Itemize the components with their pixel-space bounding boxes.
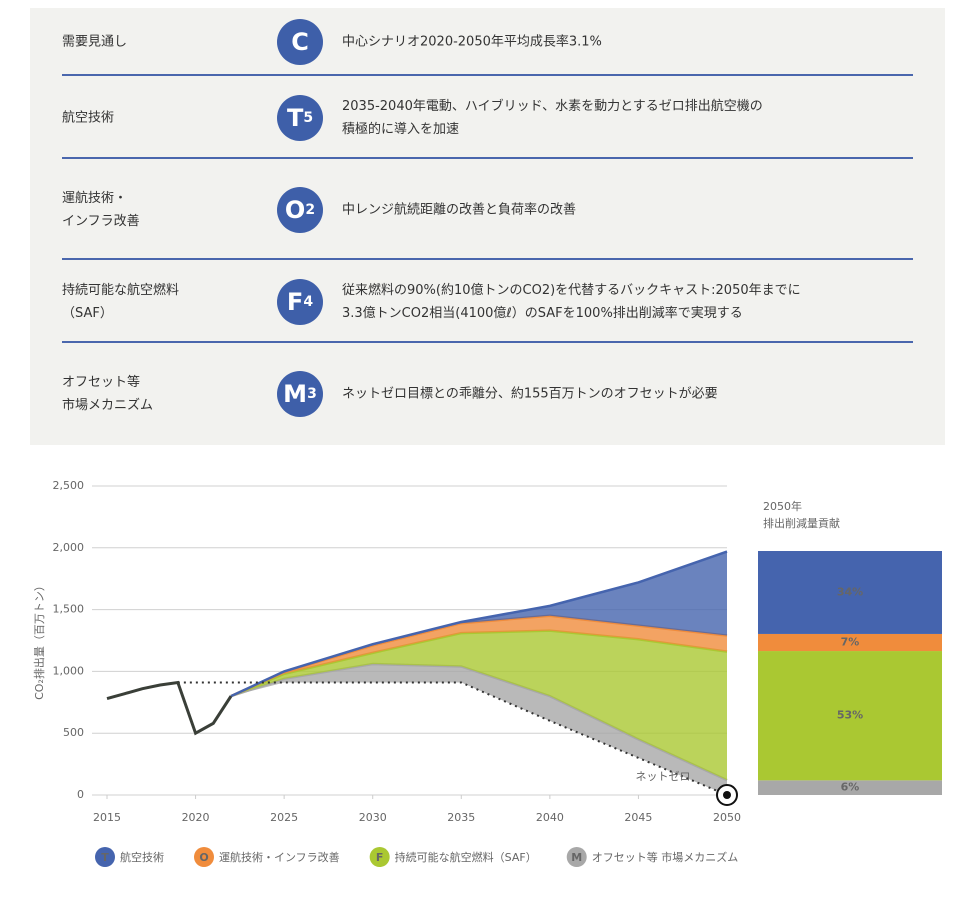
row-label: 持続可能な航空燃料 （SAF） xyxy=(62,282,180,321)
icon-letter: M xyxy=(283,380,308,408)
y-axis-label: CO₂排出量（百万トン） xyxy=(32,580,46,700)
icon-letter: O xyxy=(284,195,306,224)
x-tick-label: 2030 xyxy=(359,811,387,824)
x-tick-label: 2035 xyxy=(447,811,475,824)
icon-letter: C xyxy=(291,28,309,56)
icon-number: 5 xyxy=(303,109,314,126)
table-row: 需要見通し C 中心シナリオ2020-2050年平均成長率3.1% xyxy=(62,8,913,76)
table-row: 運航技術・ インフラ改善 O 2 中レンジ航続距離の改善と負荷率の改善 xyxy=(62,159,913,260)
legend-symbol: F xyxy=(376,851,384,864)
bar-label: 7% xyxy=(841,636,860,649)
legend-swatch xyxy=(95,847,115,867)
x-tick-label: 2020 xyxy=(182,811,210,824)
bar-label: 34% xyxy=(837,585,863,598)
y-tick-label: 500 xyxy=(63,726,84,739)
legend-swatch xyxy=(566,847,587,867)
bar-segment xyxy=(758,633,942,652)
x-tick-label: 2025 xyxy=(270,811,298,824)
area xyxy=(231,615,727,697)
legend-symbol: M xyxy=(571,851,582,864)
history-line xyxy=(106,680,233,736)
y-tick-label: 2,000 xyxy=(53,541,85,554)
bar-label: 53% xyxy=(837,709,863,722)
area xyxy=(231,551,727,697)
x-tick-label: 2045 xyxy=(624,811,652,824)
icon-letter: T xyxy=(286,103,304,132)
area xyxy=(231,663,727,795)
bar-title-line: 2050年 xyxy=(763,499,802,513)
bar-segment xyxy=(758,780,942,795)
row-label: 需要見通し xyxy=(62,34,128,50)
x-tick-label: 2040 xyxy=(536,811,564,824)
row-label: 航空技術 xyxy=(62,110,115,125)
legend-swatch xyxy=(194,847,214,867)
bar-title: 2050年排出削減量貢献 xyxy=(763,499,840,530)
target-dot xyxy=(723,791,731,799)
row-text: 中心シナリオ2020-2050年平均成長率3.1% xyxy=(342,34,602,50)
row-icon: C xyxy=(277,19,323,65)
icon-letter: F xyxy=(286,287,304,316)
row-text: ネットゼロ目標との乖離分、約155百万トンのオフセットが必要 xyxy=(342,386,718,402)
row-label: 運航技術・ インフラ改善 xyxy=(62,190,140,229)
legend-label: 運航技術・インフラ改善 xyxy=(219,850,340,864)
legend-label: 航空技術 xyxy=(120,850,164,864)
area xyxy=(231,630,727,781)
area-edge xyxy=(230,550,728,698)
y-tick-label: 0 xyxy=(77,788,84,801)
table-row: オフセット等 市場メカニズム M 3 ネットゼロ目標との乖離分、約155百万トンのオフ… xyxy=(62,343,913,443)
icon-number: 4 xyxy=(303,293,314,310)
table-row: 航空技術 T 5 2035-2040年電動、ハイブリッド、水素を動力とするゼロ排出航空… xyxy=(62,76,913,159)
y-tick-label: 1,500 xyxy=(53,603,85,616)
y-tick-label: 2,500 xyxy=(53,479,85,492)
table-row: 持続可能な航空燃料 （SAF） F 4 従来燃料の90%(約10億トンのCO2)を代替… xyxy=(62,260,913,343)
net-zero-label: ネットゼロ xyxy=(636,770,691,783)
row-text: 2035-2040年電動、ハイブリッド、水素を動力とするゼロ排出航空機の 積極的… xyxy=(342,98,763,137)
bar-segment xyxy=(758,651,942,781)
net-zero-line xyxy=(177,681,728,796)
x-tick-label: 2015 xyxy=(93,811,121,824)
row-text: 中レンジ航続距離の改善と負荷率の改善 xyxy=(342,202,577,217)
legend-label: 持続可能な航空燃料（SAF） xyxy=(395,850,537,864)
legend-symbol: O xyxy=(199,851,208,864)
x-tick-label: 2050 xyxy=(713,811,741,824)
table: 需要見通し C 中心シナリオ2020-2050年平均成長率3.1% 航空技術 T 5 203… xyxy=(30,8,945,445)
bar-title-line: 排出削減量貢献 xyxy=(763,516,840,530)
bar-label: 6% xyxy=(841,781,860,794)
icon-number: 3 xyxy=(307,386,317,402)
y-tick-label: 1,000 xyxy=(53,664,85,677)
bar-segment xyxy=(758,551,942,634)
legend-label: オフセット等 市場メカニズム xyxy=(592,850,739,864)
row-label: オフセット等 市場メカニズム xyxy=(62,375,154,413)
icon-number: 2 xyxy=(305,201,316,218)
row-text: 従来燃料の90%(約10億トンのCO2)を代替するバックキャスト:2050年まで… xyxy=(342,282,801,321)
legend-swatch xyxy=(369,847,390,867)
legend-symbol: T xyxy=(101,851,109,864)
